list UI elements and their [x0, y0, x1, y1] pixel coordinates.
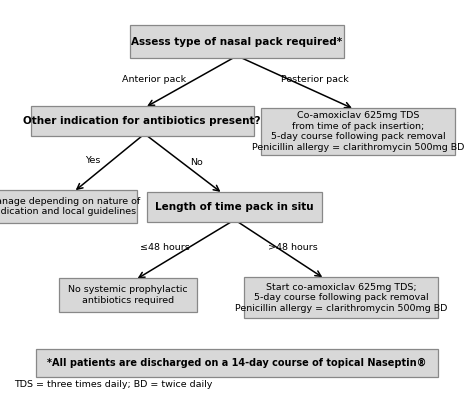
Text: Co-amoxiclav 625mg TDS
from time of pack insertion;
5-day course following pack : Co-amoxiclav 625mg TDS from time of pack…	[252, 111, 464, 152]
Text: Manage depending on nature of
indication and local guidelines: Manage depending on nature of indication…	[0, 197, 140, 216]
Text: Assess type of nasal pack required*: Assess type of nasal pack required*	[131, 36, 343, 47]
Text: Length of time pack in situ: Length of time pack in situ	[155, 202, 314, 212]
FancyBboxPatch shape	[130, 25, 344, 58]
Text: Posterior pack: Posterior pack	[282, 75, 349, 84]
FancyBboxPatch shape	[31, 106, 254, 135]
Text: TDS = three times daily; BD = twice daily: TDS = three times daily; BD = twice dail…	[14, 381, 213, 389]
Text: ≤48 hours: ≤48 hours	[140, 243, 190, 252]
FancyBboxPatch shape	[0, 190, 137, 223]
Text: Anterior pack: Anterior pack	[122, 75, 186, 84]
Text: No systemic prophylactic
antibiotics required: No systemic prophylactic antibiotics req…	[68, 286, 188, 305]
Text: Yes: Yes	[85, 156, 100, 165]
Text: >48 hours: >48 hours	[268, 243, 318, 252]
Text: Other indication for antibiotics present?: Other indication for antibiotics present…	[23, 116, 261, 126]
Text: *All patients are discharged on a 14-day course of topical Naseptin®: *All patients are discharged on a 14-day…	[47, 358, 427, 368]
FancyBboxPatch shape	[59, 278, 197, 312]
FancyBboxPatch shape	[36, 349, 438, 377]
Text: No: No	[191, 158, 203, 167]
FancyBboxPatch shape	[147, 192, 322, 222]
Text: Start co-amoxiclav 625mg TDS;
5-day course following pack removal
Penicillin all: Start co-amoxiclav 625mg TDS; 5-day cour…	[235, 283, 447, 313]
FancyBboxPatch shape	[244, 277, 438, 318]
FancyBboxPatch shape	[261, 108, 455, 155]
